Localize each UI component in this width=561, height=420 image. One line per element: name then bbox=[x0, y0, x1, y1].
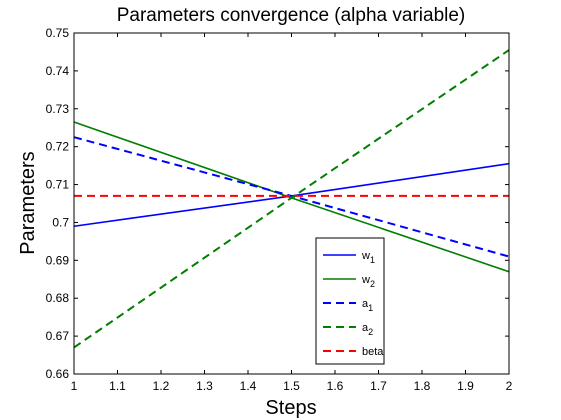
series-line-a1 bbox=[73, 136, 510, 258]
x-tick-label: 1.2 bbox=[153, 379, 170, 393]
y-tick-label: 0.68 bbox=[46, 291, 70, 305]
y-tick-label: 0.67 bbox=[46, 329, 70, 343]
y-tick-label: 0.72 bbox=[46, 140, 70, 154]
legend: w1 w2 a1 a2 beta bbox=[315, 237, 385, 365]
y-tick-label: 0.75 bbox=[46, 26, 70, 40]
y-tick-label: 0.69 bbox=[46, 253, 70, 267]
y-axis-label: Parameters bbox=[17, 151, 39, 254]
x-tick-label: 1.5 bbox=[283, 379, 300, 393]
y-tick-label: 0.7 bbox=[52, 215, 69, 229]
x-tick-label: 2 bbox=[506, 379, 513, 393]
y-tick-label: 0.74 bbox=[46, 64, 70, 78]
chart-title: Parameters convergence (alpha variable) bbox=[117, 5, 466, 26]
y-axis-ticks: 0.66 0.67 0.68 0.69 0.7 0.71 0.72 0.73 0.74 0.75 bbox=[46, 26, 509, 381]
series-lines bbox=[73, 49, 510, 349]
y-tick-label: 0.71 bbox=[46, 178, 70, 192]
x-tick-label: 1.9 bbox=[457, 379, 474, 393]
y-tick-label: 0.73 bbox=[46, 102, 70, 116]
plot-area bbox=[74, 33, 509, 374]
y-tick-label: 0.66 bbox=[46, 367, 70, 381]
x-axis-ticks: 1 1.1 1.2 1.3 1.4 1.5 1.6 1.7 1.8 1.9 2 bbox=[71, 33, 513, 393]
legend-label: a2 bbox=[362, 322, 373, 337]
x-tick-label: 1.1 bbox=[109, 379, 126, 393]
x-tick-label: 1.3 bbox=[196, 379, 213, 393]
x-tick-label: 1.8 bbox=[414, 379, 431, 393]
legend-label: a1 bbox=[362, 298, 373, 313]
legend-label: w2 bbox=[361, 274, 375, 289]
x-tick-label: 1 bbox=[71, 379, 78, 393]
x-tick-label: 1.7 bbox=[370, 379, 387, 393]
x-tick-label: 1.4 bbox=[240, 379, 257, 393]
legend-box bbox=[315, 237, 385, 365]
x-tick-label: 1.6 bbox=[327, 379, 344, 393]
legend-label: w1 bbox=[361, 250, 375, 265]
legend-label: beta bbox=[362, 346, 384, 358]
x-axis-label: Steps bbox=[265, 397, 316, 419]
series-line-a2 bbox=[73, 49, 510, 349]
